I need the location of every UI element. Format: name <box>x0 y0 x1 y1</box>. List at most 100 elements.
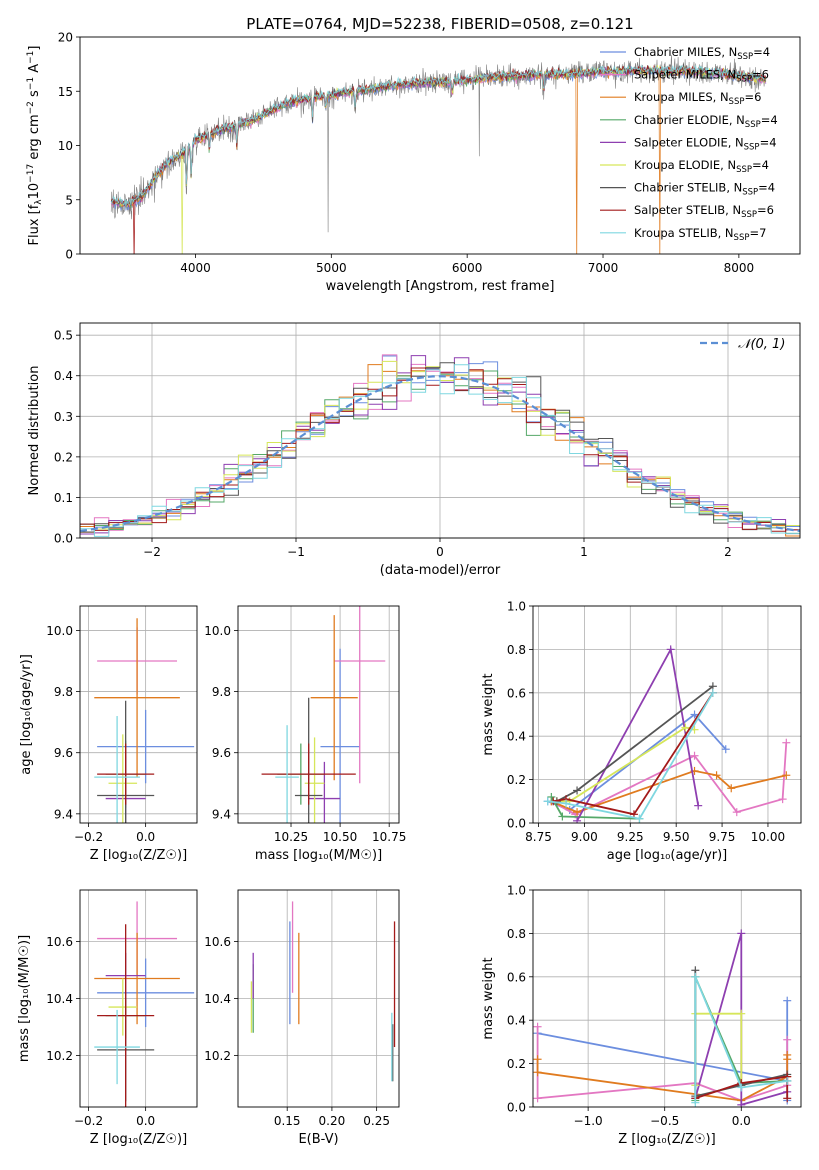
age-vs-mass-plot-area <box>261 606 386 823</box>
residuals-ytick-label: 0.3 <box>54 410 73 424</box>
age-vs-mass-xtick-label: 10.25 <box>274 830 308 844</box>
age-vs-Z-ylabel: age [log₁₀(age/yr)] <box>19 654 34 775</box>
weight-vs-Z-series-line <box>536 1054 789 1102</box>
mass-vs-Z-ytick-label: 10.2 <box>46 1049 73 1063</box>
weight-vs-Z-series-marker <box>533 1055 542 1064</box>
weight-vs-age-series-marker <box>543 797 552 806</box>
weight-vs-age-ytick-label: 0.6 <box>507 686 526 700</box>
spectrum-ytick-label: 5 <box>65 193 73 207</box>
age-vs-mass-errorbar <box>304 737 325 823</box>
age-vs-Z-errorbar <box>97 743 155 805</box>
spectrum-plot-area <box>110 55 767 254</box>
mass-vs-ebv-plot-area <box>250 901 396 1082</box>
weight-vs-Z-panel: −1.0 −0.5 0.0 0.0 0.2 0.4 0.6 0.8 1.0 Z [log₁₀(Z/… <box>481 884 802 1147</box>
mass-vs-Z-grid <box>80 890 197 1107</box>
weight-vs-Z-xlabel: Z [log₁₀(Z/Z☉)] <box>618 1132 715 1147</box>
spectrum-frame <box>79 36 801 255</box>
weight-vs-Z-series-marker <box>783 1094 792 1103</box>
spectrum-panel: 4000 5000 6000 7000 8000 0 5 10 15 20 wavelength [… <box>26 31 801 294</box>
mass-vs-Z-xlabel: Z [log₁₀(Z/Z☉)] <box>90 1132 187 1147</box>
spectrum-ytick-label: 0 <box>65 248 73 262</box>
weight-vs-age-ytick-label: 0.2 <box>507 773 526 787</box>
mass-vs-Z-errorbar <box>94 932 180 1025</box>
spectrum-ylabel: Flux [fλ10−17 erg cm−2 s−1 A−1] <box>26 46 44 246</box>
weight-vs-age-ytick-label: 1.0 <box>507 600 526 614</box>
age-vs-mass-xlabel: mass [log₁₀(M/M☉)] <box>255 848 382 863</box>
weight-vs-Z-series-marker <box>533 1068 542 1077</box>
mass-vs-Z-ytick-label: 10.6 <box>46 935 73 949</box>
age-vs-Z-plot-area <box>94 618 195 823</box>
weight-vs-Z-xtick-label: −0.5 <box>650 1114 679 1128</box>
spectrum-model-line <box>110 64 767 254</box>
spectrum-xlabel: wavelength [Angstrom, rest frame] <box>326 279 555 294</box>
age-vs-mass-frame <box>237 605 400 824</box>
weight-vs-Z-series-marker <box>783 1050 792 1059</box>
residuals-xtick-label: 1 <box>580 545 588 559</box>
age-vs-Z-ytick-label: 9.4 <box>54 807 73 821</box>
mass-vs-Z-errorbar <box>97 958 195 1028</box>
age-vs-Z-ytick-label: 9.8 <box>54 685 73 699</box>
mass-vs-ebv-ytick-label: 10.4 <box>204 992 231 1006</box>
weight-vs-age-xtick-label: 10.00 <box>751 830 785 844</box>
weight-vs-Z-ytick-label: 0.0 <box>507 1101 526 1115</box>
weight-vs-age-series-marker <box>573 808 582 817</box>
weight-vs-Z-series-marker <box>533 1094 542 1103</box>
weight-vs-Z-ytick-label: 1.0 <box>507 884 526 898</box>
weight-vs-age-xlabel: age [log₁₀(age/yr)] <box>607 848 728 863</box>
age-vs-Z-xtick-label: −0.2 <box>74 830 103 844</box>
weight-vs-age-series-line <box>547 692 714 820</box>
spectrum-legend: Chabrier MILES, NSSP=4 Salpeter MILES, NS… <box>600 45 778 243</box>
weight-vs-Z-series-marker <box>737 1100 746 1107</box>
mass-vs-Z-xtick-label: −0.2 <box>74 1114 103 1128</box>
mass-vs-Z-errorbar <box>94 1009 140 1085</box>
spectrum-xtick-label: 6000 <box>452 261 483 275</box>
weight-vs-age-xtick-label: 8.75 <box>525 830 552 844</box>
weight-vs-age-ytick-label: 0.8 <box>507 643 526 657</box>
residuals-xtick-label: −2 <box>143 545 161 559</box>
weight-vs-Z-frame <box>532 889 802 1108</box>
mass-vs-ebv-xlabel: E(B-V) <box>298 1132 338 1147</box>
residuals-frame <box>79 322 801 539</box>
age-vs-mass-panel: 10.25 10.50 10.75 9.4 9.6 9.8 10.0 mass [log₁₀(… <box>204 605 406 863</box>
weight-vs-age-series-marker <box>708 688 717 697</box>
age-vs-Z-errorbar <box>94 716 140 823</box>
spectrum-xtick-label: 8000 <box>724 261 755 275</box>
weight-vs-age-series-marker <box>721 745 730 754</box>
weight-vs-age-ylabel: mass weight <box>481 673 496 755</box>
mass-vs-ebv-ytick-label: 10.6 <box>204 935 231 949</box>
weight-vs-age-series-marker <box>694 801 703 810</box>
age-vs-mass-grid <box>238 606 399 823</box>
weight-vs-Z-series-marker <box>691 972 700 981</box>
weight-vs-age-series-marker <box>782 771 791 780</box>
weight-vs-age-series-line <box>576 646 700 822</box>
weight-vs-age-panel: 8.75 9.00 9.25 9.50 9.75 10.00 0.0 0.2 0.4 0.6 0.8… <box>481 600 802 863</box>
normal-legend-label: 𝒩(0, 1) <box>738 337 785 352</box>
weight-vs-age-xtick-label: 9.75 <box>709 830 736 844</box>
weight-vs-age-series-marker <box>727 784 736 793</box>
weight-vs-Z-series-marker <box>737 1083 746 1092</box>
weight-vs-Z-series-line <box>694 976 788 1103</box>
weight-vs-age-series-marker <box>562 799 571 808</box>
spectrum-xtick-label: 5000 <box>316 261 347 275</box>
residuals-panel: −2 −1 0 1 2 0.0 0.1 0.2 0.3 0.4 0.5 (data-model)/er… <box>27 322 801 578</box>
weight-vs-Z-xtick-label: 0.0 <box>732 1114 751 1128</box>
weight-vs-Z-xtick-label: −1.0 <box>574 1114 603 1128</box>
age-vs-Z-errorbar <box>94 618 180 778</box>
residuals-ytick-label: 0.2 <box>54 450 73 464</box>
mass-vs-ebv-xtick-label: 0.15 <box>274 1114 301 1128</box>
weight-vs-age-series-marker <box>666 645 675 654</box>
mass-vs-Z-plot-area <box>94 901 195 1107</box>
mass-vs-Z-ylabel: mass [log₁₀(M/M☉)] <box>17 935 32 1062</box>
residuals-ytick-label: 0.5 <box>54 329 73 343</box>
age-vs-mass-ytick-label: 9.6 <box>212 746 231 760</box>
residuals-plot-area <box>80 354 800 538</box>
legend-entry: Salpeter ELODIE, NSSP=4 <box>634 135 777 152</box>
weight-vs-Z-series-line <box>695 1075 789 1100</box>
weight-vs-Z-plot-area <box>533 929 792 1107</box>
weight-vs-age-xtick-label: 9.25 <box>617 830 644 844</box>
weight-vs-age-series-marker <box>690 710 699 719</box>
mass-vs-Z-panel: −0.2 0.0 10.2 10.4 10.6 Z [log₁₀(Z/Z☉)] mass [… <box>17 889 198 1147</box>
residuals-grid <box>80 323 800 539</box>
weight-vs-Z-series-marker <box>737 1009 746 1018</box>
weight-vs-age-series-marker <box>573 786 582 795</box>
